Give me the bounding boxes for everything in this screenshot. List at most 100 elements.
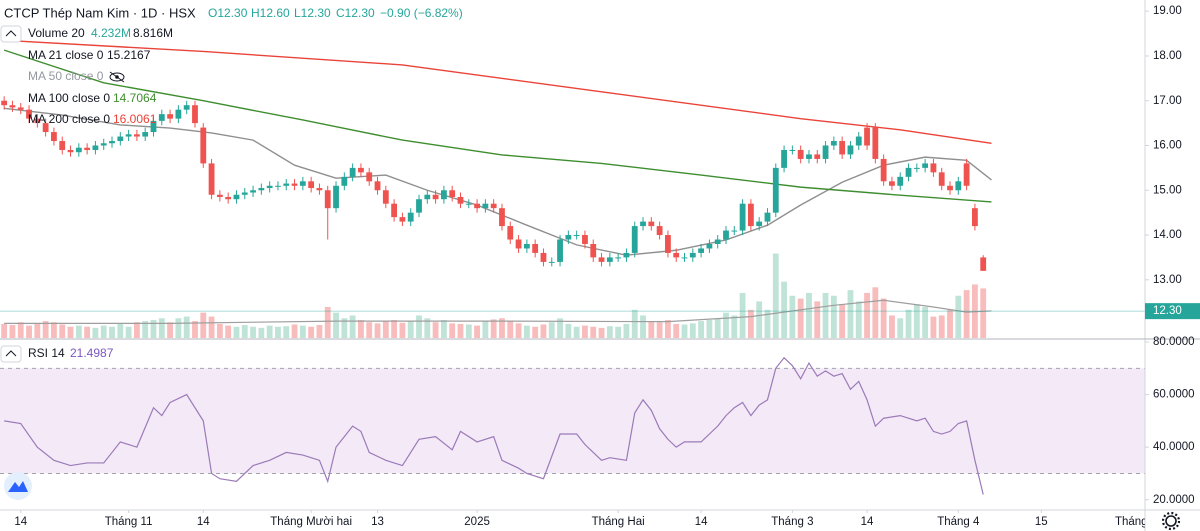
- rsi-name: RSI 14: [28, 346, 65, 360]
- volume-bar: [955, 295, 962, 338]
- candle-body: [283, 183, 290, 186]
- volume-bar: [474, 325, 480, 338]
- candle-body: [449, 190, 456, 197]
- collapse-button[interactable]: [0, 345, 22, 363]
- candle-body: [830, 141, 837, 146]
- ohlc-open: O12.30: [208, 6, 248, 20]
- volume-bar: [598, 327, 605, 338]
- volume-bar: [432, 322, 439, 338]
- candle-body: [474, 203, 480, 209]
- candle-body: [440, 190, 447, 200]
- x-tick-label: Tháng Hai: [592, 516, 645, 528]
- candle-body: [125, 134, 132, 137]
- volume-bar: [150, 319, 157, 338]
- volume-bar: [540, 324, 547, 338]
- candle-body: [424, 194, 431, 200]
- volume-bar: [482, 321, 489, 338]
- x-tick-label: Tháng 11: [105, 516, 153, 528]
- candle-body: [382, 190, 389, 204]
- volume-bar: [665, 319, 671, 338]
- y-tick-label: 13.00: [1153, 274, 1182, 286]
- volume-bar: [905, 309, 912, 338]
- hidden-icon[interactable]: [109, 71, 125, 83]
- volume-bar: [847, 290, 854, 338]
- candle-body: [557, 239, 563, 262]
- volume-bar: [548, 322, 555, 338]
- x-tick-label: Tháng Năm: [1115, 516, 1175, 528]
- volume-bar: [764, 309, 771, 338]
- volume-bar: [880, 298, 887, 338]
- candle-body: [747, 203, 754, 227]
- candle-body: [142, 132, 149, 137]
- candle-body: [648, 221, 655, 227]
- volume-bar: [341, 318, 348, 338]
- y-tick-label: 17.00: [1153, 95, 1182, 107]
- candle-body: [822, 145, 829, 159]
- logo[interactable]: [4, 472, 32, 500]
- candle-body: [806, 154, 812, 159]
- candle-body: [532, 243, 539, 253]
- volume-bar: [465, 324, 472, 338]
- volume-bar: [938, 315, 945, 338]
- volume-bar: [382, 321, 389, 338]
- volume-bar: [17, 322, 24, 338]
- volume-bar: [100, 325, 107, 338]
- volume-bar: [1, 323, 8, 338]
- x-tick-label: Tháng 3: [771, 516, 813, 528]
- candle-body: [133, 134, 140, 137]
- candle-body: [814, 154, 821, 159]
- ohlc-close: C12.30: [336, 6, 375, 20]
- candle-body: [490, 203, 497, 209]
- x-tick-label: 14: [14, 516, 27, 528]
- candle-body: [391, 203, 398, 218]
- candle-body: [499, 208, 505, 227]
- candle-body: [308, 181, 315, 189]
- volume-bar: [532, 326, 539, 338]
- candle-body: [922, 163, 929, 168]
- volume-bar: [26, 325, 32, 338]
- candle-body: [872, 127, 879, 159]
- volume-bar: [681, 324, 688, 338]
- candle-body: [341, 176, 348, 186]
- volume-bar: [440, 319, 447, 338]
- candle-body: [358, 167, 364, 173]
- rsi-line: [4, 356, 984, 495]
- volume-bar: [814, 301, 821, 338]
- x-tick-label: 13: [371, 516, 384, 528]
- y-tick-label: 18.00: [1153, 50, 1182, 62]
- volume-bar: [333, 312, 339, 338]
- settings-icon[interactable]: [1161, 511, 1181, 531]
- volume-bar: [349, 315, 356, 338]
- volume-bar: [416, 315, 422, 338]
- volume-bar: [391, 319, 398, 338]
- volume-bar: [457, 323, 464, 338]
- candle-body: [465, 203, 472, 205]
- y-tick-label: 16.00: [1153, 140, 1182, 152]
- ohlc-high: H12.60: [251, 6, 290, 20]
- collapse-button[interactable]: [0, 25, 22, 43]
- candle-body: [167, 114, 173, 119]
- candle-body: [880, 158, 887, 182]
- candle-body: [75, 147, 82, 153]
- volume-bar: [822, 292, 829, 338]
- y-tick-label: 60.0000: [1153, 389, 1195, 401]
- ohlc-low: L12.30: [294, 6, 331, 20]
- volume-bar: [424, 318, 431, 338]
- volume-bar: [864, 292, 870, 338]
- volume-bar: [208, 316, 215, 338]
- candle-body: [416, 199, 422, 213]
- volume-bar: [225, 325, 232, 338]
- volume-bar: [839, 304, 846, 338]
- volume-bar: [266, 325, 273, 338]
- candle-body: [158, 114, 165, 121]
- candle-body: [374, 181, 381, 191]
- volume-bar: [723, 312, 729, 338]
- volume-bar: [59, 324, 66, 338]
- candle-body: [258, 188, 265, 191]
- candle-body: [947, 185, 953, 191]
- volume-bar: [507, 321, 514, 338]
- volume-bar: [648, 321, 655, 338]
- volume-bar: [806, 292, 812, 338]
